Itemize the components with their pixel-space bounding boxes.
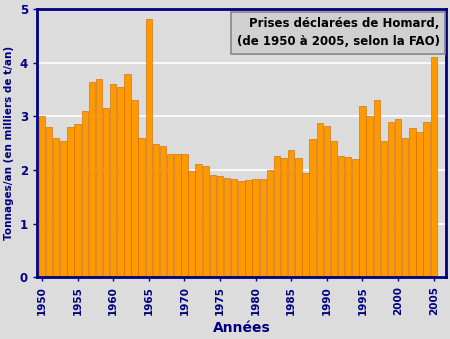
Y-axis label: Tonnages/an (en milliers de t/an): Tonnages/an (en milliers de t/an) xyxy=(4,46,14,240)
Bar xyxy=(160,146,166,277)
Bar xyxy=(117,87,124,277)
Bar xyxy=(67,127,74,277)
Bar xyxy=(409,128,415,277)
Bar xyxy=(374,100,380,277)
Bar xyxy=(316,123,323,277)
Bar xyxy=(202,166,209,277)
Bar xyxy=(302,173,309,277)
Bar xyxy=(345,157,351,277)
Bar xyxy=(89,82,95,277)
Bar xyxy=(131,100,138,277)
Bar xyxy=(381,141,387,277)
Bar xyxy=(310,139,316,277)
Bar xyxy=(103,108,109,277)
Bar xyxy=(74,124,81,277)
Bar xyxy=(181,154,188,277)
Bar xyxy=(245,180,252,277)
Bar xyxy=(81,111,88,277)
Bar xyxy=(217,177,223,277)
Bar xyxy=(431,57,437,277)
Bar xyxy=(395,119,401,277)
X-axis label: Années: Années xyxy=(212,321,270,335)
Bar xyxy=(60,141,67,277)
Bar xyxy=(338,156,344,277)
Bar xyxy=(224,178,230,277)
Bar xyxy=(267,170,273,277)
Bar xyxy=(167,154,173,277)
Bar xyxy=(288,149,294,277)
Bar xyxy=(96,79,102,277)
Bar xyxy=(281,158,288,277)
Bar xyxy=(153,144,159,277)
Bar xyxy=(195,164,202,277)
Bar xyxy=(324,126,330,277)
Bar xyxy=(39,116,45,277)
Bar xyxy=(366,116,373,277)
Bar xyxy=(416,133,423,277)
Bar xyxy=(46,127,52,277)
Bar xyxy=(110,84,117,277)
Bar xyxy=(274,156,280,277)
Bar xyxy=(260,179,266,277)
Bar xyxy=(189,171,195,277)
Bar xyxy=(352,159,359,277)
Bar xyxy=(210,175,216,277)
Bar xyxy=(53,138,59,277)
Bar xyxy=(146,19,152,277)
Bar xyxy=(331,141,337,277)
Bar xyxy=(238,181,245,277)
Bar xyxy=(388,122,394,277)
Bar xyxy=(139,138,145,277)
Bar xyxy=(295,158,302,277)
Bar xyxy=(423,122,430,277)
Bar xyxy=(124,74,130,277)
Bar xyxy=(174,154,180,277)
Bar xyxy=(231,179,238,277)
Bar xyxy=(252,179,259,277)
Bar xyxy=(359,106,366,277)
Bar xyxy=(402,138,409,277)
Text: Prises déclarées de Homard,
(de 1950 à 2005, selon la FAO): Prises déclarées de Homard, (de 1950 à 2… xyxy=(237,17,440,48)
